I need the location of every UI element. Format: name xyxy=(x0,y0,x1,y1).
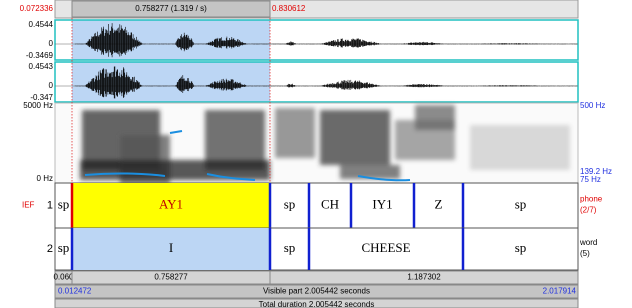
tier-number: 1 xyxy=(47,199,53,211)
amplitude-zero: 0 xyxy=(49,81,54,90)
amplitude-min: -0.3469 xyxy=(26,51,54,60)
total-duration: Total duration 2.005442 seconds xyxy=(259,300,375,308)
interval-label[interactable]: sp xyxy=(58,196,70,211)
tier-number: 2 xyxy=(47,243,53,255)
pitch-max: 500 Hz xyxy=(580,101,605,110)
amplitude-max: 0.4544 xyxy=(29,20,54,29)
interval-label[interactable]: CH xyxy=(321,196,339,211)
frequency-max: 5000 Hz xyxy=(23,101,53,110)
amplitude-max: 0.4543 xyxy=(29,62,54,71)
tier-name: word xyxy=(579,238,597,247)
praat-textgrid-editor: 0.072336 0.758277 (1.319 / s) 0.830612 0.45… xyxy=(0,0,632,308)
visible-start: 0.012472 xyxy=(58,287,92,296)
visible-part: Visible part 2.005442 seconds xyxy=(263,287,370,296)
tier-prefix: IEF xyxy=(22,201,35,210)
interval-label[interactable]: AY1 xyxy=(159,196,183,211)
interval-label[interactable]: CHEESE xyxy=(361,240,410,255)
pitch-min: 75 Hz xyxy=(580,175,601,184)
spectral-energy xyxy=(275,108,315,158)
visible-end: 2.017914 xyxy=(543,287,577,296)
interval-label[interactable]: sp xyxy=(515,240,527,255)
spectral-energy xyxy=(470,125,570,170)
spectral-energy xyxy=(80,160,270,180)
interval-label[interactable]: sp xyxy=(58,240,70,255)
selection-duration: 0.758277 (1.319 / s) xyxy=(135,4,207,13)
interval-label[interactable]: IY1 xyxy=(372,196,392,211)
selection-start: 0.072336 xyxy=(20,4,54,13)
interval-label[interactable]: sp xyxy=(515,196,527,211)
time-segment-label: 0.758277 xyxy=(154,273,188,282)
selection-end: 0.830612 xyxy=(272,4,306,13)
interval-label[interactable]: I xyxy=(169,240,173,255)
amplitude-zero: 0 xyxy=(49,39,54,48)
tier-name: phone xyxy=(580,195,603,204)
time-segment-label: 1.187302 xyxy=(407,273,441,282)
tier-info: (2/7) xyxy=(580,206,597,215)
time-segment-label: 0.060 xyxy=(53,273,74,282)
interval-label[interactable]: sp xyxy=(284,240,296,255)
tier-info: (5) xyxy=(580,249,590,258)
interval-label[interactable]: Z xyxy=(435,196,443,211)
spectral-energy xyxy=(415,105,455,130)
frequency-min: 0 Hz xyxy=(37,174,53,183)
spectral-energy xyxy=(320,110,390,165)
interval-label[interactable]: sp xyxy=(284,196,296,211)
